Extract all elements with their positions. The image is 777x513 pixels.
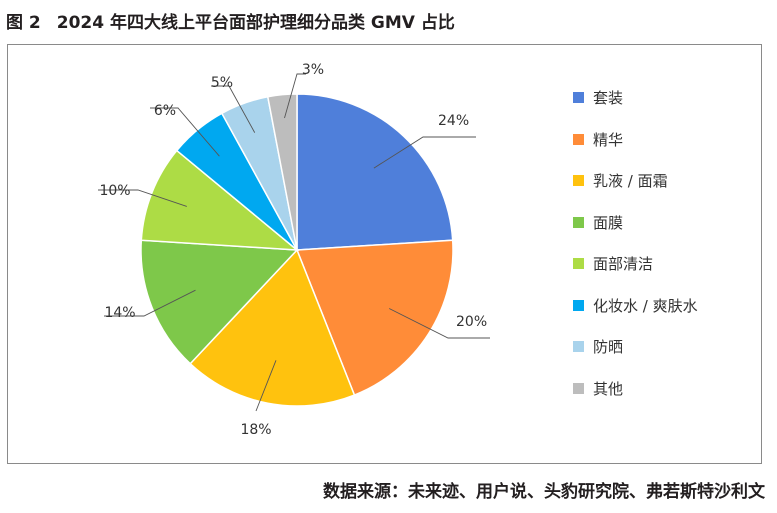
legend-item-7: 防晒 — [573, 336, 698, 357]
pie-slice-1 — [296, 93, 454, 251]
pie-slice-3 — [189, 248, 356, 407]
figure-number: 图 2 — [6, 13, 41, 33]
slice-label-3: 18% — [240, 422, 271, 438]
pie-slice-8 — [266, 93, 298, 251]
leader-line-4 — [104, 289, 196, 317]
slice-label-5: 10% — [99, 183, 130, 199]
legend-label: 套装 — [593, 89, 624, 107]
legend-item-1: 套装 — [573, 87, 698, 108]
leader-line-2 — [388, 308, 490, 339]
leader-line-7 — [211, 85, 256, 133]
leader-line-5 — [98, 189, 187, 207]
pie-chart: 24% 20% 18% 14% 10% 6% 5% 3% — [98, 62, 490, 438]
legend-label: 防晒 — [593, 338, 624, 356]
slice-label-2: 20% — [456, 314, 487, 330]
slice-label-1: 24% — [438, 113, 469, 129]
legend-swatch — [573, 133, 584, 145]
legend-item-5: 面部清洁 — [573, 253, 698, 274]
source-note: 数据来源：未来迹、用户说、头豹研究院、弗若斯特沙利文 — [323, 482, 765, 502]
legend-item-6: 化妆水 / 爽肤水 — [573, 295, 698, 316]
legend-item-3: 乳液 / 面霜 — [573, 170, 698, 191]
pie-slice-4 — [140, 239, 299, 365]
legend-item-4: 面膜 — [573, 212, 698, 233]
legend-swatch — [573, 299, 584, 311]
legend-item-2: 精华 — [573, 129, 698, 150]
legend-swatch — [573, 341, 584, 352]
legend-label: 面部清洁 — [593, 255, 654, 273]
legend-swatch — [573, 382, 584, 394]
chart-frame: 24% 20% 18% 14% 10% 6% 5% 3% 套装精华乳液 / 面霜 面膜面部清洁化… — [7, 44, 762, 464]
pie-slice-2 — [295, 239, 454, 397]
legend: 套装精华乳液 / 面霜 面膜面部清洁化妆水 / 爽肤水 防晒其他 — [573, 87, 698, 419]
legend-item-8: 其他 — [573, 378, 698, 399]
legend-swatch — [573, 258, 584, 269]
leader-line-8 — [284, 73, 306, 119]
legend-label: 乳液 / 面霜 — [593, 172, 668, 190]
legend-label: 化妆水 / 爽肤水 — [593, 296, 698, 315]
figure-title-text: 2024 年四大线上平台面部护理细分品类 GMV 占比 — [56, 13, 455, 33]
legend-label: 精华 — [593, 130, 624, 149]
slice-label-7: 5% — [211, 75, 233, 91]
legend-swatch — [573, 175, 584, 186]
figure-title: 图 2 2024 年四大线上平台面部护理细分品类 GMV 占比 — [6, 8, 455, 33]
leader-line-6 — [150, 107, 220, 157]
legend-swatch — [573, 216, 584, 228]
leader-line-1 — [373, 136, 476, 169]
slice-label-8: 3% — [302, 62, 324, 78]
legend-label: 其他 — [593, 379, 624, 398]
slice-label-6: 6% — [154, 103, 176, 119]
pie-slice-5 — [140, 149, 300, 251]
legend-label: 面膜 — [593, 213, 624, 232]
leader-line-3 — [255, 360, 277, 412]
slice-label-4: 14% — [104, 305, 135, 321]
legend-swatch — [573, 92, 584, 103]
